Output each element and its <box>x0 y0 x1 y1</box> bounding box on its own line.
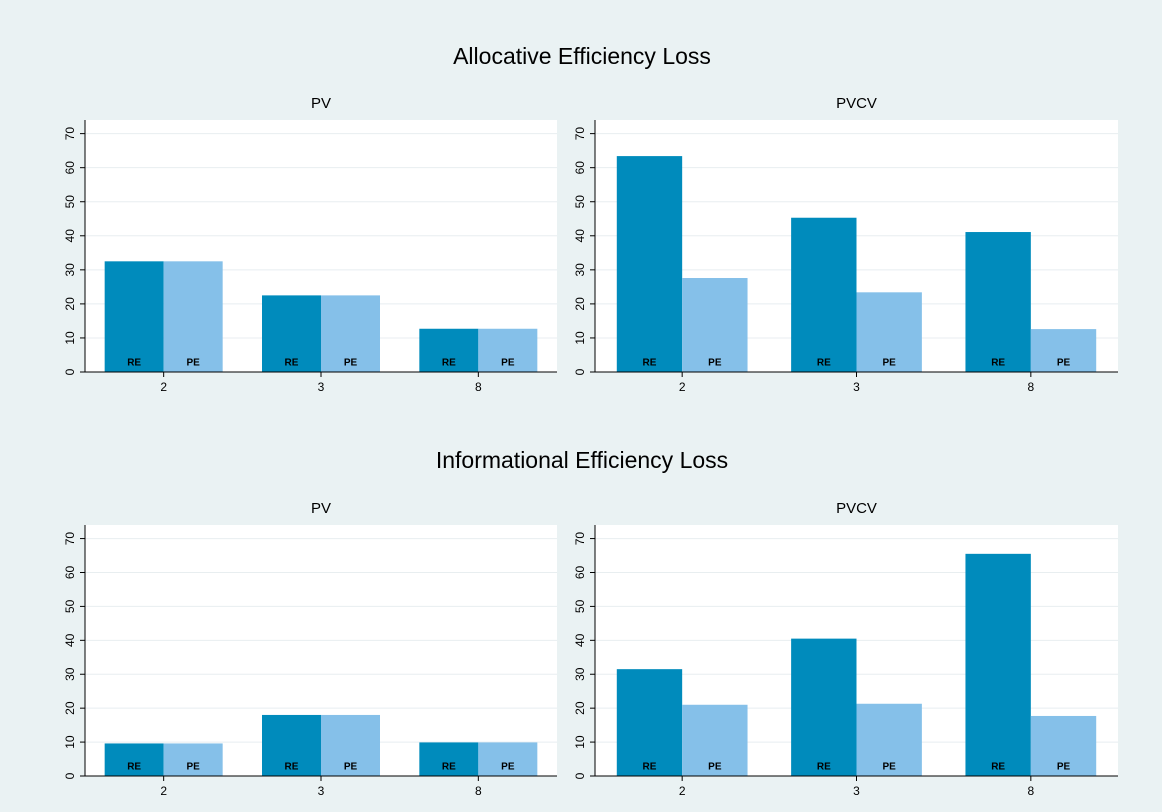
bar-series-label: RE <box>643 762 657 773</box>
y-tick-label: 50 <box>63 195 77 209</box>
bar <box>791 217 857 372</box>
x-tick-label: 2 <box>679 380 686 394</box>
bar <box>616 156 683 372</box>
bar <box>616 669 683 776</box>
y-tick-label: 20 <box>63 297 77 311</box>
panel-title: PV <box>311 95 331 112</box>
bar <box>682 704 748 776</box>
bar <box>1030 329 1097 372</box>
y-tick-label: 70 <box>573 127 587 141</box>
bar <box>321 714 380 776</box>
y-tick-label: 60 <box>573 565 587 579</box>
y-tick-label: 0 <box>63 772 77 779</box>
bar <box>104 261 164 372</box>
group-title: Allocative Efficiency Loss <box>453 43 711 69</box>
bar-series-label: PE <box>1057 358 1071 369</box>
y-tick-label: 0 <box>63 368 77 375</box>
y-tick-label: 40 <box>63 633 77 647</box>
bar-series-label: RE <box>285 358 299 369</box>
x-tick-label: 8 <box>1027 784 1034 798</box>
bar-series-label: PE <box>708 358 722 369</box>
bar-series-label: RE <box>817 762 831 773</box>
y-tick-label: 50 <box>63 599 77 613</box>
group-title: Informational Efficiency Loss <box>436 447 728 473</box>
panel-title: PV <box>311 500 331 517</box>
bar-series-label: PE <box>186 762 200 773</box>
bar <box>965 232 1031 372</box>
y-tick-label: 70 <box>63 127 77 141</box>
bar-series-label: PE <box>883 358 897 369</box>
bar <box>965 553 1031 776</box>
y-tick-label: 50 <box>573 195 587 209</box>
bar-series-label: PE <box>344 762 358 773</box>
x-tick-label: 2 <box>160 784 167 798</box>
bar <box>321 295 380 372</box>
x-tick-label: 8 <box>1027 380 1034 394</box>
bar-series-label: RE <box>442 762 456 773</box>
y-tick-label: 10 <box>573 331 587 345</box>
y-tick-label: 70 <box>573 532 587 546</box>
bar <box>262 714 321 776</box>
panel-title: PVCV <box>836 500 877 517</box>
bar <box>419 328 479 372</box>
panel-title: PVCV <box>836 95 877 112</box>
y-tick-label: 40 <box>573 633 587 647</box>
bar <box>791 638 857 776</box>
bar-series-label: PE <box>883 762 897 773</box>
bar <box>419 742 479 776</box>
y-tick-label: 10 <box>63 735 77 749</box>
y-tick-label: 70 <box>63 532 77 546</box>
y-tick-label: 0 <box>573 772 587 779</box>
y-tick-label: 60 <box>63 161 77 175</box>
bar <box>478 742 538 776</box>
y-tick-label: 60 <box>573 161 587 175</box>
y-tick-label: 60 <box>63 565 77 579</box>
y-tick-label: 30 <box>573 263 587 277</box>
bar-series-label: RE <box>127 358 141 369</box>
bar-series-label: RE <box>991 762 1005 773</box>
x-tick-label: 3 <box>853 380 860 394</box>
y-tick-label: 40 <box>573 229 587 243</box>
bar <box>163 261 223 372</box>
y-tick-label: 50 <box>573 599 587 613</box>
bar <box>856 292 922 372</box>
bar-series-label: RE <box>817 358 831 369</box>
y-tick-label: 30 <box>573 667 587 681</box>
bar-series-label: RE <box>991 358 1005 369</box>
y-tick-label: 20 <box>573 701 587 715</box>
bar-series-label: RE <box>285 762 299 773</box>
bar <box>262 295 321 372</box>
bar-series-label: RE <box>127 762 141 773</box>
y-tick-label: 20 <box>63 701 77 715</box>
bar-series-label: PE <box>186 358 200 369</box>
x-tick-label: 3 <box>318 380 325 394</box>
bar <box>163 743 223 776</box>
bar <box>1030 715 1097 776</box>
bar-series-label: PE <box>501 762 515 773</box>
bar-series-label: RE <box>442 358 456 369</box>
x-tick-label: 3 <box>318 784 325 798</box>
bar <box>104 743 164 776</box>
x-tick-label: 8 <box>475 784 482 798</box>
bar-series-label: PE <box>344 358 358 369</box>
bar-series-label: PE <box>1057 762 1071 773</box>
bar-series-label: RE <box>643 358 657 369</box>
y-tick-label: 20 <box>573 297 587 311</box>
y-tick-label: 0 <box>573 368 587 375</box>
bar-series-label: PE <box>501 358 515 369</box>
y-tick-label: 10 <box>63 331 77 345</box>
y-tick-label: 10 <box>573 735 587 749</box>
x-tick-label: 3 <box>853 784 860 798</box>
x-tick-label: 2 <box>160 380 167 394</box>
y-tick-label: 40 <box>63 229 77 243</box>
y-tick-label: 30 <box>63 263 77 277</box>
bar <box>682 278 748 372</box>
bar-series-label: PE <box>708 762 722 773</box>
bar <box>478 328 538 372</box>
y-tick-label: 30 <box>63 667 77 681</box>
x-tick-label: 2 <box>679 784 686 798</box>
bar <box>856 703 922 776</box>
x-tick-label: 8 <box>475 380 482 394</box>
